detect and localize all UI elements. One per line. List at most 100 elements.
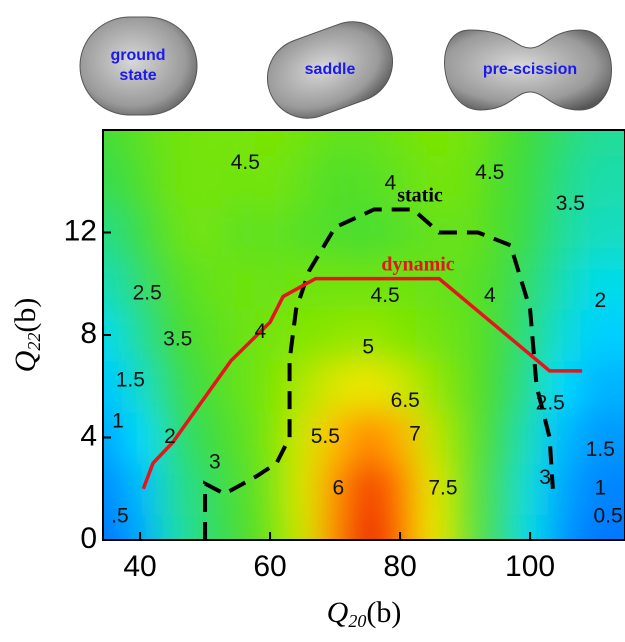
field-cell [449, 361, 482, 413]
field-cell [156, 361, 189, 413]
field-cell [579, 514, 625, 637]
field-cell [384, 207, 417, 259]
contour-label: 4 [484, 284, 496, 307]
field-cell [156, 207, 189, 259]
field-cell [416, 412, 449, 464]
y-axis-label-subscript: 22 [24, 333, 44, 351]
field-cell [384, 463, 417, 515]
field-cell [351, 207, 384, 259]
field-cell [156, 463, 189, 515]
field-cell [221, 412, 254, 464]
field-cell [254, 361, 287, 413]
x-axis-label-subscript: 20 [348, 611, 366, 631]
field-cell [221, 514, 254, 637]
shape-label: ground [110, 47, 165, 64]
field-cell [221, 207, 254, 259]
contour-label: 3 [209, 451, 221, 474]
field-cell [124, 207, 157, 259]
contour-label: 6.5 [391, 389, 420, 412]
shape-ground [80, 17, 197, 115]
field-cell [351, 361, 384, 413]
field-cell [26, 463, 124, 515]
field-cell [286, 463, 319, 515]
field-cell [189, 207, 222, 259]
series-label: dynamic [381, 254, 454, 276]
field-cell [416, 309, 449, 361]
field-cell [124, 309, 157, 361]
field-cell [351, 156, 384, 208]
contour-label: 7 [409, 422, 421, 445]
contour-label: 2 [594, 289, 606, 312]
y-axis-label-symbol: Q [9, 350, 42, 372]
contour-label: 4.5 [371, 284, 400, 307]
contour-label: 5 [362, 335, 374, 358]
x-tick-label: 60 [253, 550, 286, 583]
y-tick-label: 0 [80, 522, 97, 555]
field-cell [579, 309, 625, 361]
contour-label: 6 [332, 476, 344, 499]
field-cell [156, 514, 189, 637]
field-cell [319, 207, 352, 259]
field-cell [416, 361, 449, 413]
field-cell [221, 258, 254, 310]
series-label: static [397, 185, 443, 207]
field-cell [189, 309, 222, 361]
field-cell [449, 309, 482, 361]
field-cell [319, 309, 352, 361]
field-cell [416, 2, 449, 156]
contour-label: 4 [384, 171, 396, 194]
contour-label: 4 [254, 320, 266, 343]
field-cell [449, 412, 482, 464]
y-tick-label: 4 [80, 419, 97, 452]
field-cell [189, 156, 222, 208]
x-axis-label: Q20(b) [327, 596, 402, 631]
field-cell [286, 207, 319, 259]
field-cell [514, 207, 547, 259]
field-cell [351, 412, 384, 464]
chart: staticdynamic4.544.53.52.54.5423.5451.56… [0, 0, 625, 637]
field-cell [124, 412, 157, 464]
field-cell [286, 156, 319, 208]
shape-label: pre-scission [483, 61, 577, 78]
y-tick-label: 8 [80, 317, 97, 350]
contour-label: .5 [111, 504, 129, 527]
field-cell [579, 207, 625, 259]
contour-label: 1 [112, 410, 124, 433]
y-axis-label-unit: (b) [9, 298, 42, 333]
field-cell [546, 258, 579, 310]
field-cell [416, 514, 449, 637]
field-cell [481, 361, 514, 413]
contour-label: 2 [164, 425, 176, 448]
contour-label: 0.5 [593, 504, 622, 527]
x-tick-label: 40 [123, 550, 156, 583]
field-cell [514, 412, 547, 464]
y-tick-label: 12 [64, 214, 97, 247]
contour-label: 3 [539, 466, 551, 489]
contour-label: 5.5 [311, 425, 340, 448]
field-cell [449, 514, 482, 637]
field-cell [579, 156, 625, 208]
field-cell [546, 309, 579, 361]
field-cell [189, 258, 222, 310]
field-cell [481, 207, 514, 259]
contour-label: 7.5 [428, 476, 457, 499]
contour-label: 4.5 [231, 151, 260, 174]
contour-label: 1.5 [586, 438, 615, 461]
field-cell [384, 309, 417, 361]
contour-label: 4.5 [475, 161, 504, 184]
shape-label: saddle [305, 61, 356, 78]
field-cell [351, 463, 384, 515]
field-cell [221, 463, 254, 515]
x-axis-label-symbol: Q [327, 596, 349, 629]
contour-label: 2.5 [536, 392, 565, 415]
contour-label: 2.5 [133, 282, 162, 305]
field-cell [546, 463, 579, 515]
field-cell [481, 412, 514, 464]
field-cell [221, 2, 254, 156]
field-cell [254, 463, 287, 515]
shape-label: state [119, 67, 156, 84]
field-cell [514, 156, 547, 208]
field-cell [254, 207, 287, 259]
contour-label: 1 [594, 476, 606, 499]
field-cell [26, 514, 124, 637]
